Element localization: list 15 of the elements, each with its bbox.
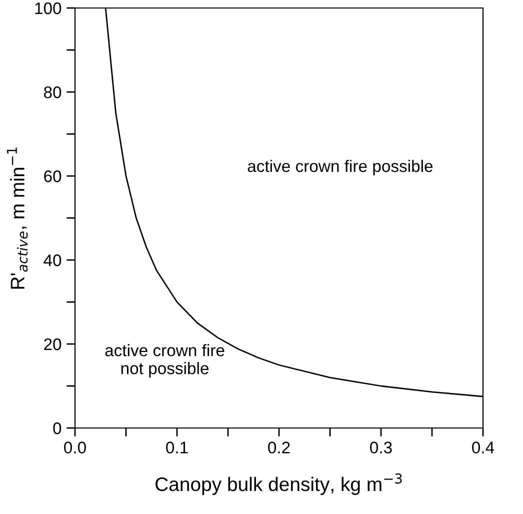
x-tick-label: 0.4 <box>472 442 494 454</box>
x-tick-label: 0.3 <box>370 442 392 454</box>
y-tick-label: 60 <box>44 170 62 182</box>
y-tick-label: 20 <box>44 338 62 350</box>
y-tick-label: 40 <box>44 254 62 266</box>
x-tick-label: 0.0 <box>64 442 86 454</box>
x-tick-label: 0.2 <box>268 442 290 454</box>
annotation: active crown fire possible <box>248 160 433 176</box>
y-axis-title: R'$_{active}$, m min$^{−1}$ <box>6 148 28 289</box>
x-axis-title: Canopy bulk density, kg m$^{−3}$ <box>156 473 402 495</box>
x-tick-label: 0.1 <box>166 442 188 454</box>
y-tick-label: 0 <box>53 422 62 434</box>
y-tick-label: 80 <box>44 86 62 98</box>
y-tick-label: 100 <box>35 2 62 14</box>
annotation: active crown fire not possible <box>105 344 224 378</box>
